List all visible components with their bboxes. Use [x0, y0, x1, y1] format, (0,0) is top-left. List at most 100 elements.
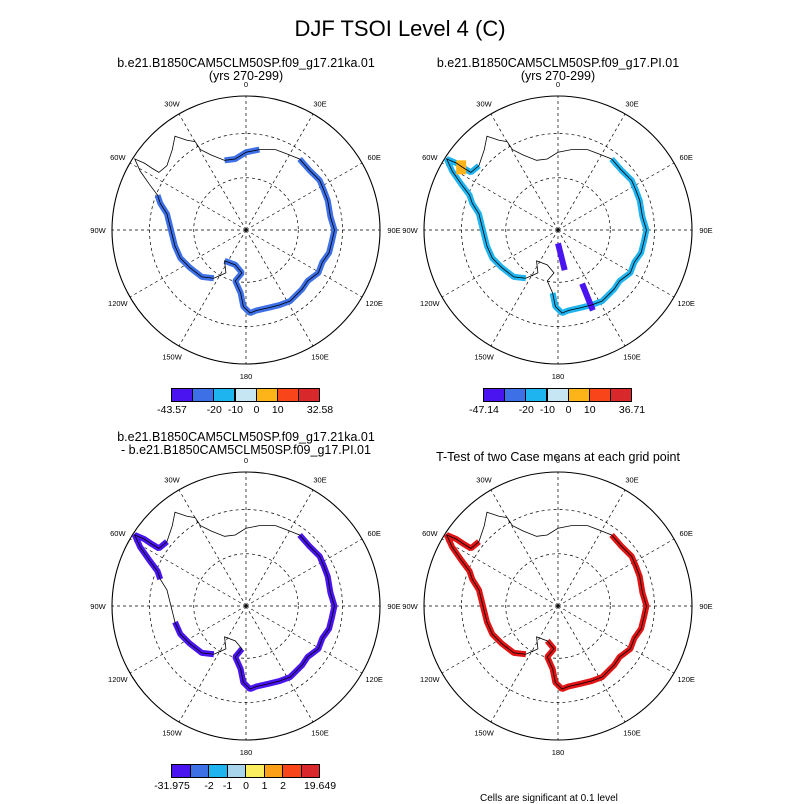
lon-label: 60W [422, 529, 438, 538]
cell-band [579, 282, 596, 312]
map-panel-4: 0 30E 60E 90E 120E 150E 180 150W 120W 90W 60W 30W [402, 456, 712, 757]
panel-3-title-line1: b.e21.B1850CAM5CLM50SP.f09_g17.21ka.01 [117, 430, 375, 444]
colorbar-label: -43.57 [157, 404, 187, 416]
lon-label: 60E [679, 529, 692, 538]
colorbar-swatch [245, 764, 265, 778]
panel-2-title-line2: (yrs 270-299) [520, 69, 596, 83]
lon-label: 150E [311, 352, 329, 361]
lon-label: 0 [556, 80, 560, 89]
cell-band [154, 194, 215, 282]
lon-label: 90W [90, 602, 106, 611]
figure-title: DJF TSOI Level 4 (C) [294, 16, 506, 41]
colorbar-label: 2 [280, 780, 286, 792]
colorbar-label: -2 [204, 780, 214, 792]
lon-label: 60E [679, 153, 692, 162]
colorbar-swatch [171, 388, 194, 402]
lon-label: 30E [625, 100, 638, 109]
cell-band [555, 242, 568, 271]
colorbar-1 [171, 388, 320, 402]
lon-label: 120E [365, 299, 383, 308]
cell-band [232, 533, 338, 692]
lon-label: 120W [420, 675, 441, 684]
colorbar-swatch [276, 388, 299, 402]
colorbar-swatch [298, 388, 320, 402]
lon-label: 90W [402, 602, 418, 611]
colorbar-swatch [567, 388, 590, 402]
lon-label: 150E [623, 352, 641, 361]
lon-label: 30E [313, 100, 326, 109]
colorbar-label: -20 [206, 404, 222, 416]
lon-label: 60W [422, 153, 438, 162]
colorbar-swatch [255, 388, 278, 402]
lon-label: 60W [110, 529, 126, 538]
lon-label: 30E [313, 476, 326, 485]
lon-label: 60W [110, 153, 126, 162]
colorbar-label: -10 [539, 404, 556, 416]
colorbar-swatch [189, 764, 209, 778]
panel-3-title-line2: - b.e21.B1850CAM5CLM50SP.f09_g17.PI.01 [121, 443, 371, 457]
colorbar-swatch [504, 388, 527, 402]
lon-label: 60E [367, 153, 380, 162]
panel-4-title-line1: T-Test of two Case means at each grid po… [436, 450, 680, 464]
panel-1-title: b.e21.B1850CAM5CLM50SP.f09_g17.21ka.01 (… [86, 57, 406, 83]
lon-label: 90W [402, 226, 418, 235]
panel-3-title: b.e21.B1850CAM5CLM50SP.f09_g17.21ka.01 -… [86, 431, 406, 457]
colorbar-swatch [610, 388, 632, 402]
lon-label: 60E [367, 529, 380, 538]
lon-label: 120W [420, 299, 441, 308]
colorbar-swatch [483, 388, 506, 402]
panel-1-title-line1: b.e21.B1850CAM5CLM50SP.f09_g17.21ka.01 [117, 56, 375, 70]
coastline [446, 135, 647, 314]
colorbar-swatch [282, 764, 302, 778]
colorbar-label: 1 [261, 780, 268, 792]
lon-label: 180 [240, 748, 253, 757]
colorbar-swatch [208, 764, 228, 778]
warm-cell [456, 160, 467, 175]
lon-label: 180 [240, 372, 253, 381]
lon-label: 30W [476, 476, 492, 485]
panel-1-title-line2: (yrs 270-299) [208, 69, 284, 83]
map-panel-1: 0 30E 60E 90E 120E 150E 180 150W 120W 90W 60W 30W [90, 80, 400, 381]
colorbar-swatch [213, 388, 236, 402]
lon-label: 30W [476, 100, 492, 109]
colorbar-2 [483, 388, 632, 402]
lon-label: 30E [625, 476, 638, 485]
lon-label: 180 [552, 372, 565, 381]
lon-label: 30W [164, 100, 180, 109]
cell-band [444, 532, 527, 658]
cell-band [544, 533, 650, 692]
lon-label: 90E [387, 602, 400, 611]
cell-band [132, 532, 169, 581]
coastline [134, 135, 335, 314]
colorbar-label: 36.71 [618, 404, 646, 416]
coastline [446, 511, 647, 690]
lon-label: 180 [552, 748, 565, 757]
lon-label: 90E [699, 226, 712, 235]
lon-label: 0 [244, 80, 248, 89]
lon-label: 90E [387, 226, 400, 235]
colorbar-label: -10 [227, 404, 244, 416]
cell-band [444, 156, 527, 282]
lon-label: 120E [677, 299, 695, 308]
colorbar-label: 32.58 [306, 404, 334, 416]
lon-label: 150W [162, 728, 183, 737]
coastline [134, 511, 335, 690]
lon-label: 90W [90, 226, 106, 235]
significance-footnote: Cells are significant at 0.1 level [480, 793, 618, 804]
lon-label: 0 [244, 456, 248, 465]
colorbar-swatch [171, 764, 191, 778]
lon-label: 150E [623, 728, 641, 737]
colorbar-label: -1 [222, 780, 233, 792]
colorbar-swatch [226, 764, 246, 778]
map-panel-3: 0 30E 60E 90E 120E 150E 180 150W 120W 90W 60W 30W [90, 456, 400, 757]
lon-label: 150W [162, 352, 183, 361]
colorbar-label: -31.975 [154, 780, 190, 792]
lon-label: 120E [365, 675, 383, 684]
lon-label: 90E [699, 602, 712, 611]
colorbar-label: 10 [271, 404, 284, 416]
colorbar-label: 19.649 [303, 780, 337, 792]
cell-band [172, 620, 215, 658]
lon-label: 120W [108, 675, 129, 684]
lon-label: 120E [677, 675, 695, 684]
colorbar-swatch [234, 388, 257, 402]
